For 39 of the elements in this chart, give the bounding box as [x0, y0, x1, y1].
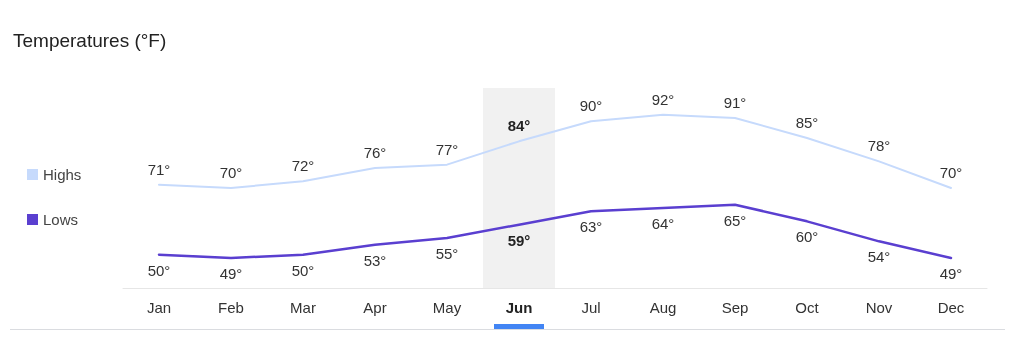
- data-label: 72°: [291, 157, 315, 175]
- legend-label: Highs: [43, 166, 82, 183]
- data-label: 63°: [579, 218, 603, 236]
- x-tick-label: Jul: [581, 299, 601, 316]
- data-label: 50°: [147, 261, 171, 279]
- x-tick-label: May: [432, 299, 462, 316]
- data-label: 60°: [795, 228, 819, 246]
- x-tick-label: Apr: [363, 299, 387, 316]
- data-label: 59°: [507, 231, 531, 249]
- data-label: 71°: [147, 160, 171, 178]
- x-tick-label: Nov: [865, 299, 893, 316]
- data-label: 55°: [435, 245, 459, 262]
- data-label: 49°: [939, 265, 963, 282]
- data-label: 50°: [291, 261, 315, 279]
- x-tick-label: Dec: [937, 299, 965, 316]
- data-label: 70°: [939, 164, 963, 181]
- x-tick-label: Jan: [146, 299, 172, 316]
- data-label: 70°: [219, 164, 243, 181]
- data-label: 76°: [363, 144, 387, 161]
- x-tick-label: Feb: [218, 299, 244, 316]
- data-label: 77°: [435, 140, 459, 158]
- x-tick-label: Aug: [649, 299, 677, 316]
- x-tick-label: Jun: [505, 299, 533, 316]
- data-label: 64°: [651, 215, 675, 232]
- legend-label: Lows: [43, 211, 79, 228]
- data-label: 92°: [651, 90, 675, 108]
- x-tick-label: Oct: [795, 299, 820, 316]
- data-label: 49°: [219, 265, 243, 282]
- data-label: 90°: [579, 97, 603, 115]
- data-label: 84°: [507, 117, 531, 135]
- x-tick-label: Mar: [290, 299, 316, 316]
- data-label: 53°: [363, 251, 387, 269]
- x-tick-label: Sep: [721, 299, 749, 316]
- data-label: 85°: [795, 114, 819, 131]
- data-label: 54°: [867, 248, 891, 266]
- data-label: 65°: [723, 211, 747, 229]
- data-label: 91°: [723, 94, 747, 111]
- data-label: 78°: [867, 137, 891, 155]
- chart-title: Temperatures (°F): [13, 30, 167, 51]
